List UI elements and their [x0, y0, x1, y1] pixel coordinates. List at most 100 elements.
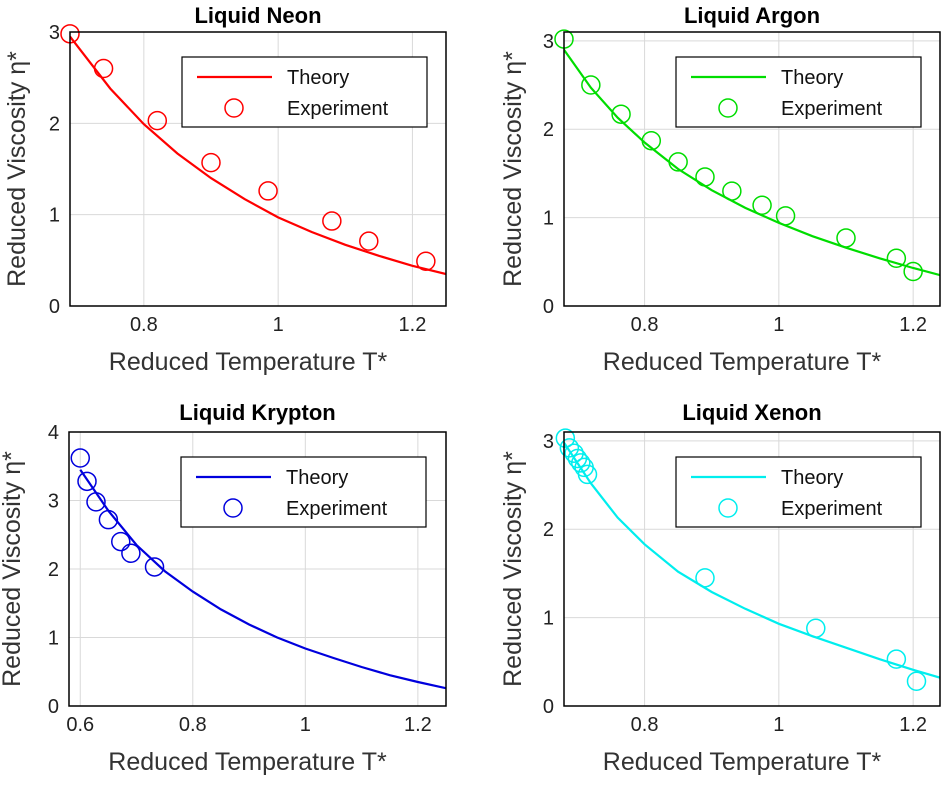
x-tick-label: 1.2 [399, 314, 427, 336]
experiment-point [555, 428, 576, 448]
experiment-point [695, 167, 715, 187]
chart-panel-2: 0.8 1 1.2 0 1 2 3 Liquid Argon Reduced Temperatu… [499, 3, 941, 376]
theory-line [564, 49, 940, 277]
legend-box [181, 56, 428, 128]
experiment-point [668, 152, 688, 172]
chart-title: Liquid Neon [194, 3, 321, 28]
legend-label: Experiment [781, 498, 883, 520]
x-tick-label: 1.2 [899, 314, 927, 336]
experiment-point [201, 152, 221, 173]
x-axis-label: Reduced Temperature T* [108, 748, 387, 776]
y-axis-label: Reduced Viscosity η* [499, 451, 527, 687]
y-tick-label: 0 [48, 696, 59, 718]
experiment-point [886, 248, 907, 269]
experiment-point [581, 75, 601, 95]
experiment-point [806, 618, 826, 638]
axes-frame [68, 431, 447, 707]
legend: Theory Experiment [180, 456, 427, 528]
y-tick-label: 0 [543, 696, 554, 718]
axes-frame [563, 431, 941, 707]
x-tick-label: 0.8 [631, 314, 659, 336]
experiment-point [559, 438, 580, 458]
experiment-point [752, 195, 772, 215]
legend-marker-swatch [224, 98, 244, 118]
experiment-point [111, 531, 131, 552]
experiment-point [359, 231, 379, 251]
x-tick-label: 0.8 [130, 314, 158, 336]
experiment-point [903, 261, 923, 282]
experiment-point [322, 211, 342, 231]
y-tick-label: 4 [48, 422, 59, 444]
chart-title: Liquid Argon [684, 3, 820, 28]
x-tick-label: 0.8 [631, 714, 659, 736]
legend-label: Theory [781, 467, 843, 489]
experiment-point [722, 181, 742, 201]
experiment-point [577, 464, 598, 485]
y-tick-label: 1 [49, 205, 60, 227]
experiment-point [70, 448, 91, 468]
legend-marker-swatch [718, 498, 738, 518]
axes-frame [563, 31, 941, 307]
legend-label: Theory [286, 467, 348, 489]
legend-marker-swatch [718, 98, 738, 118]
x-tick-label: 1 [273, 314, 284, 336]
theory-line [564, 441, 940, 679]
experiment-point [695, 568, 715, 588]
experiment-point [144, 557, 165, 577]
legend-label: Theory [287, 67, 349, 89]
legend: Theory Experiment [675, 56, 922, 128]
legend: Theory Experiment [181, 56, 428, 128]
y-tick-label: 2 [49, 113, 60, 135]
y-tick-label: 3 [543, 431, 554, 453]
x-tick-label: 1.2 [404, 714, 432, 736]
legend-label: Experiment [286, 498, 388, 520]
chart-panel-3: 0.6 0.8 1 1.2 0 1 2 3 4 Liquid Krypton Reduced Tem… [0, 400, 447, 776]
legend-marker-swatch [223, 498, 243, 518]
y-tick-label: 3 [49, 22, 60, 44]
experiment-point [416, 251, 436, 271]
y-tick-label: 3 [543, 31, 554, 53]
legend-box [180, 456, 427, 528]
x-tick-label: 0.8 [179, 714, 207, 736]
experiment-point [147, 110, 168, 131]
y-axis-label: Reduced Viscosity η* [499, 51, 527, 287]
legend-label: Experiment [287, 98, 389, 120]
experiment-point [641, 130, 662, 151]
theory-line [79, 469, 446, 690]
chart-panel-4: 0.8 1 1.2 0 1 2 3 Liquid Xenon Reduced Temperatu… [499, 400, 941, 776]
x-tick-label: 1.2 [899, 714, 927, 736]
x-tick-label: 1 [773, 714, 784, 736]
x-axis-label: Reduced Temperature T* [109, 348, 388, 376]
experiment-point [121, 543, 141, 563]
chart-title: Liquid Krypton [179, 400, 335, 425]
y-tick-label: 2 [48, 559, 59, 581]
x-tick-label: 0.6 [66, 714, 94, 736]
y-tick-label: 1 [543, 208, 554, 230]
experiment-point [98, 509, 119, 530]
experiment-point [611, 104, 631, 124]
x-tick-label: 1 [300, 714, 311, 736]
x-axis-label: Reduced Temperature T* [603, 348, 882, 376]
legend-box [675, 56, 922, 128]
experiment-point [93, 58, 114, 79]
chart-panel-1: 0.8 1 1.2 0 1 2 3 Liquid Neon Reduced Temperatur… [3, 3, 447, 376]
x-tick-label: 1 [773, 314, 784, 336]
y-tick-label: 1 [543, 608, 554, 630]
y-tick-label: 0 [543, 296, 554, 318]
experiment-point [77, 471, 97, 492]
experiment-point [86, 492, 106, 512]
experiment-point [886, 649, 907, 669]
axes-frame [69, 31, 447, 307]
y-tick-label: 2 [543, 519, 554, 541]
legend-label: Theory [781, 67, 843, 89]
experiment-point [906, 671, 927, 692]
y-axis-label: Reduced Viscosity η* [3, 51, 31, 287]
y-axis-label: Reduced Viscosity η* [0, 451, 26, 687]
x-axis-label: Reduced Temperature T* [603, 748, 882, 776]
experiment-point [564, 443, 584, 463]
chart-title: Liquid Xenon [682, 400, 821, 425]
y-tick-label: 2 [543, 119, 554, 141]
y-tick-label: 0 [49, 296, 60, 318]
y-tick-label: 1 [48, 628, 59, 650]
